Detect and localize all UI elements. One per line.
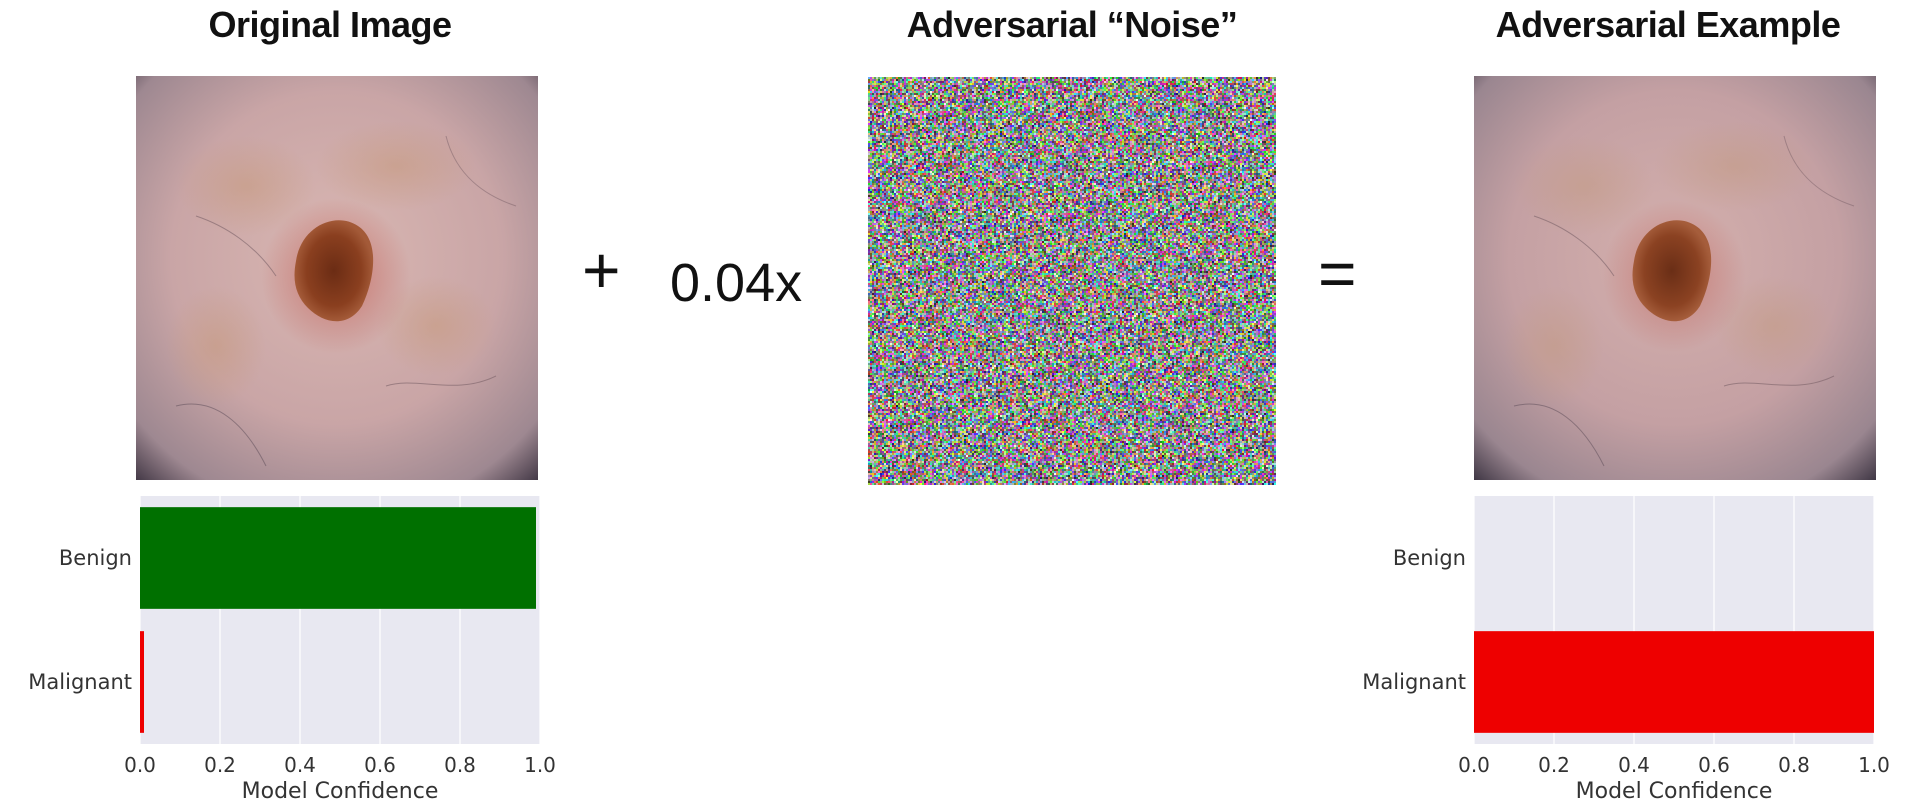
- x-tick-label: 1.0: [1858, 753, 1890, 777]
- y-category-label: Malignant: [28, 670, 132, 694]
- x-tick-label: 0.2: [1538, 753, 1570, 777]
- adversarial-noise-title: Adversarial “Noise”: [906, 4, 1238, 45]
- x-tick-label: 0.6: [364, 753, 396, 777]
- x-tick-label: 0.8: [1778, 753, 1810, 777]
- y-category-label: Benign: [59, 546, 132, 570]
- x-tick-label: 0.6: [1698, 753, 1730, 777]
- adversarial-noise-image: [868, 77, 1276, 485]
- original-skin-lesion-image: [136, 76, 538, 480]
- x-tick-label: 0.0: [124, 753, 156, 777]
- y-category-label: Malignant: [1362, 670, 1466, 694]
- adversarial-confidence-chart: 0.0 0.2 0.4 0.6 0.8 1.0 Benign Malignant Model C…: [1338, 486, 1906, 804]
- x-tick-label: 0.2: [204, 753, 236, 777]
- x-axis-label: Model Confidence: [1576, 779, 1773, 804]
- x-tick-label: 1.0: [524, 753, 556, 777]
- bar-malignant: [140, 631, 144, 733]
- adversarial-example-title: Adversarial Example: [1495, 4, 1841, 45]
- adversarial-skin-lesion-image: [1474, 76, 1876, 480]
- x-tick-label: 0.4: [284, 753, 316, 777]
- scale-factor: 0.04x: [670, 253, 803, 313]
- original-confidence-chart: 0.0 0.2 0.4 0.6 0.8 1.0 Benign Malignant Model C…: [0, 486, 560, 804]
- x-tick-label: 0.0: [1458, 753, 1490, 777]
- bar-benign: [140, 507, 536, 609]
- x-tick-label: 0.4: [1618, 753, 1650, 777]
- bar-malignant: [1474, 631, 1874, 733]
- y-category-label: Benign: [1393, 546, 1466, 570]
- x-tick-label: 0.8: [444, 753, 476, 777]
- plus-operator: +: [582, 233, 621, 307]
- original-image-title: Original Image: [208, 4, 452, 45]
- equals-operator: =: [1318, 236, 1357, 310]
- x-axis-label: Model Confidence: [242, 779, 439, 804]
